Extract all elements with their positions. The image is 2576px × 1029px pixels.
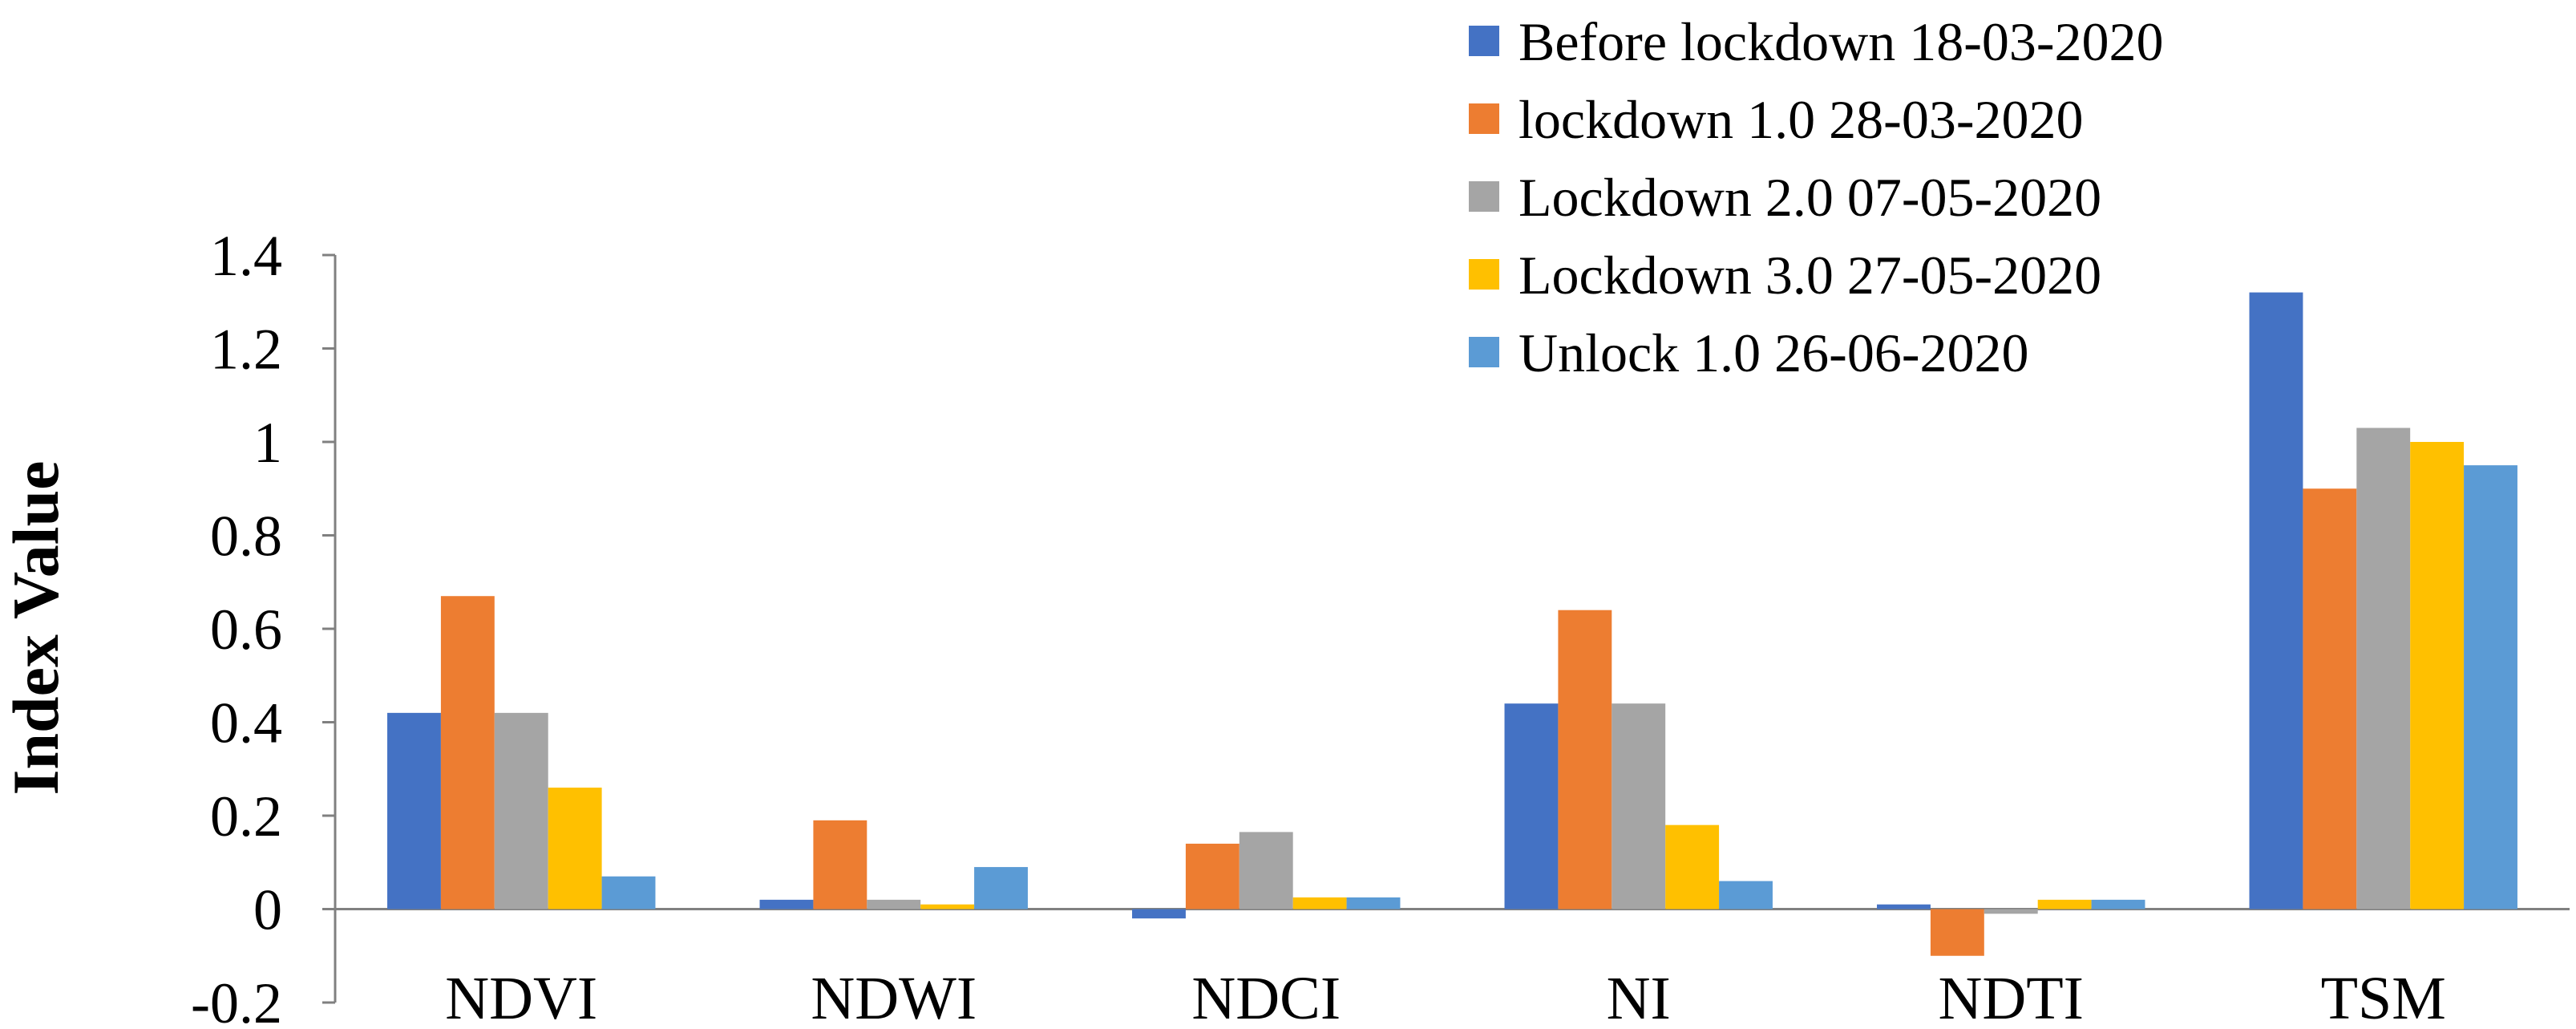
category-label: NDTI [1938,965,2084,1029]
bar [867,899,921,909]
legend-entry: Before lockdown 18-03-2020 [1519,11,2163,72]
bar [1612,703,1666,909]
category-label: TSM [2321,965,2446,1029]
y-tick-label: 0.8 [210,504,282,569]
bar [2464,465,2517,909]
bar [974,867,1028,909]
bar [387,712,441,909]
bar [601,876,656,909]
y-tick-label: 1 [253,411,282,475]
y-tick-label: 1.2 [210,318,282,382]
category-label: NI [1607,965,1671,1029]
bar [1930,909,1984,956]
legend-swatch [1469,259,1499,290]
bar [2249,292,2303,909]
category-label: NDVI [445,965,597,1029]
bar [920,904,975,909]
y-axis-label: Index Value [0,460,72,795]
legend-swatch [1469,26,1499,56]
bar [1719,881,1773,909]
bar [1558,610,1612,909]
bar [2091,899,2145,909]
category-label: NDCI [1191,965,1341,1029]
axes [322,253,2570,1004]
y-tick-label: -0.2 [191,971,282,1029]
legend-swatch [1469,103,1499,134]
bar [548,788,602,909]
bar [2303,488,2357,909]
legend-entry: Lockdown 2.0 07-05-2020 [1519,167,2101,228]
bar [1185,843,1239,909]
bar [2356,427,2411,909]
bar [1239,832,1293,909]
bar [1665,824,1720,909]
bar [1877,904,1931,909]
bar [1132,909,1186,919]
bar [1504,703,1559,909]
bars [387,292,2517,956]
y-tick-label: 0.2 [210,784,282,849]
legend-entry: Unlock 1.0 26-06-2020 [1519,322,2028,383]
bar [2410,442,2465,909]
legend-swatch [1469,181,1499,212]
legend-entry: Lockdown 3.0 27-05-2020 [1519,245,2101,306]
bar [1292,897,1347,909]
bar [494,712,548,909]
legend-swatch [1469,337,1499,367]
bar [440,596,495,909]
y-tick-label: 0.6 [210,598,282,662]
axis-labels: 1.4 1.2 1 0.8 0.6 0.4 0.2 0 -0.2 NDVI NDWI NDCI NI ND… [191,224,2446,1029]
y-tick-label: 0 [253,878,282,942]
bar [759,899,814,909]
bar [813,820,867,909]
category-label: NDWI [811,965,977,1029]
legend: Before lockdown 18-03-2020 lockdown 1.0 2… [1469,11,2163,383]
bar [1346,897,1401,909]
legend-entry: lockdown 1.0 28-03-2020 [1519,89,2083,150]
y-tick-label: 0.4 [210,691,282,756]
bar [1984,909,2038,914]
bar [2037,899,2092,909]
y-tick-label: 1.4 [210,224,282,288]
